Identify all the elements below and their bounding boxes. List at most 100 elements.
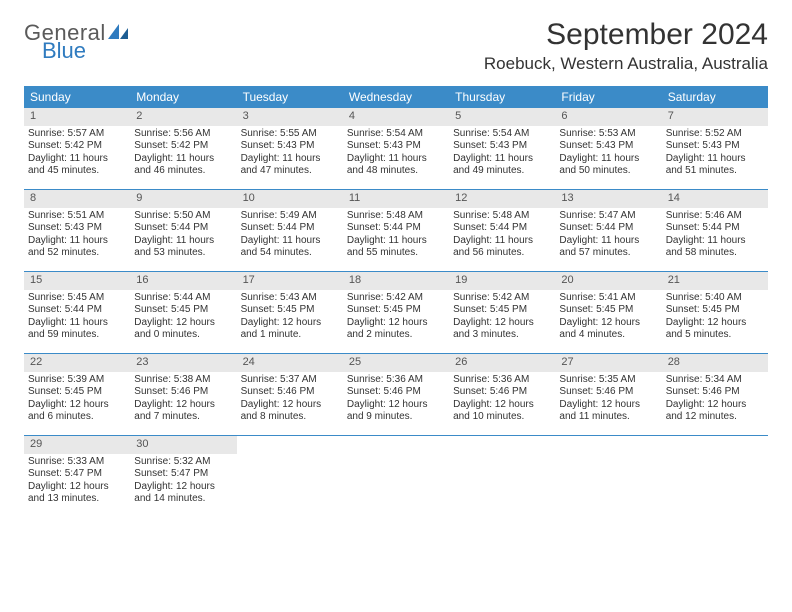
- sunrise: Sunrise: 5:35 AM: [559, 374, 657, 387]
- daylight: Daylight: 12 hours and 4 minutes.: [559, 317, 657, 342]
- dow-monday: Monday: [130, 86, 236, 108]
- calendar-day: 11Sunrise: 5:48 AMSunset: 5:44 PMDayligh…: [343, 190, 449, 271]
- calendar-day: 25Sunrise: 5:36 AMSunset: 5:46 PMDayligh…: [343, 354, 449, 435]
- sunrise: Sunrise: 5:33 AM: [28, 456, 126, 469]
- sunrise: Sunrise: 5:39 AM: [28, 374, 126, 387]
- day-number: 23: [130, 354, 236, 372]
- daylight: Daylight: 12 hours and 10 minutes.: [453, 399, 551, 424]
- calendar-day: 27Sunrise: 5:35 AMSunset: 5:46 PMDayligh…: [555, 354, 661, 435]
- day-number: 24: [237, 354, 343, 372]
- day-number: 17: [237, 272, 343, 290]
- sunrise: Sunrise: 5:44 AM: [134, 292, 232, 305]
- daylight: Daylight: 12 hours and 12 minutes.: [666, 399, 764, 424]
- sunset: Sunset: 5:43 PM: [453, 140, 551, 153]
- dow-sunday: Sunday: [24, 86, 130, 108]
- daylight: Daylight: 11 hours and 49 minutes.: [453, 153, 551, 178]
- daylight: Daylight: 11 hours and 48 minutes.: [347, 153, 445, 178]
- sunrise: Sunrise: 5:38 AM: [134, 374, 232, 387]
- sunset: Sunset: 5:46 PM: [559, 386, 657, 399]
- calendar-day: 16Sunrise: 5:44 AMSunset: 5:45 PMDayligh…: [130, 272, 236, 353]
- day-body: Sunrise: 5:47 AMSunset: 5:44 PMDaylight:…: [555, 208, 661, 266]
- daylight: Daylight: 11 hours and 55 minutes.: [347, 235, 445, 260]
- day-body: Sunrise: 5:53 AMSunset: 5:43 PMDaylight:…: [555, 126, 661, 184]
- day-body: Sunrise: 5:51 AMSunset: 5:43 PMDaylight:…: [24, 208, 130, 266]
- calendar-day: 20Sunrise: 5:41 AMSunset: 5:45 PMDayligh…: [555, 272, 661, 353]
- header: General Blue September 2024 Roebuck, Wes…: [24, 18, 768, 74]
- sunset: Sunset: 5:43 PM: [347, 140, 445, 153]
- sunrise: Sunrise: 5:57 AM: [28, 128, 126, 141]
- daylight: Daylight: 11 hours and 46 minutes.: [134, 153, 232, 178]
- day-number: 9: [130, 190, 236, 208]
- day-number: 10: [237, 190, 343, 208]
- daylight: Daylight: 12 hours and 9 minutes.: [347, 399, 445, 424]
- sunset: Sunset: 5:47 PM: [28, 468, 126, 481]
- sunrise: Sunrise: 5:48 AM: [453, 210, 551, 223]
- day-body: Sunrise: 5:45 AMSunset: 5:44 PMDaylight:…: [24, 290, 130, 348]
- day-number: 28: [662, 354, 768, 372]
- calendar-day: 6Sunrise: 5:53 AMSunset: 5:43 PMDaylight…: [555, 108, 661, 189]
- sunset: Sunset: 5:47 PM: [134, 468, 232, 481]
- day-body: Sunrise: 5:36 AMSunset: 5:46 PMDaylight:…: [343, 372, 449, 430]
- day-number: 7: [662, 108, 768, 126]
- week-row: 29Sunrise: 5:33 AMSunset: 5:47 PMDayligh…: [24, 436, 768, 518]
- daylight: Daylight: 12 hours and 0 minutes.: [134, 317, 232, 342]
- sunrise: Sunrise: 5:47 AM: [559, 210, 657, 223]
- day-body: Sunrise: 5:57 AMSunset: 5:42 PMDaylight:…: [24, 126, 130, 184]
- day-number: 3: [237, 108, 343, 126]
- calendar-day-empty: [343, 436, 449, 518]
- calendar-day: 9Sunrise: 5:50 AMSunset: 5:44 PMDaylight…: [130, 190, 236, 271]
- sunset: Sunset: 5:44 PM: [28, 304, 126, 317]
- sunset: Sunset: 5:43 PM: [666, 140, 764, 153]
- calendar-day: 22Sunrise: 5:39 AMSunset: 5:45 PMDayligh…: [24, 354, 130, 435]
- sunrise: Sunrise: 5:54 AM: [453, 128, 551, 141]
- day-body: Sunrise: 5:52 AMSunset: 5:43 PMDaylight:…: [662, 126, 768, 184]
- calendar-day: 30Sunrise: 5:32 AMSunset: 5:47 PMDayligh…: [130, 436, 236, 518]
- calendar-day: 24Sunrise: 5:37 AMSunset: 5:46 PMDayligh…: [237, 354, 343, 435]
- day-number: 13: [555, 190, 661, 208]
- day-number: 8: [24, 190, 130, 208]
- day-number: 4: [343, 108, 449, 126]
- calendar-day: 19Sunrise: 5:42 AMSunset: 5:45 PMDayligh…: [449, 272, 555, 353]
- logo: General Blue: [24, 18, 130, 62]
- day-number: 11: [343, 190, 449, 208]
- sunset: Sunset: 5:43 PM: [241, 140, 339, 153]
- calendar-day-empty: [449, 436, 555, 518]
- day-body: Sunrise: 5:37 AMSunset: 5:46 PMDaylight:…: [237, 372, 343, 430]
- calendar-day-empty: [662, 436, 768, 518]
- calendar-day: 10Sunrise: 5:49 AMSunset: 5:44 PMDayligh…: [237, 190, 343, 271]
- dow-tuesday: Tuesday: [237, 86, 343, 108]
- day-body: Sunrise: 5:49 AMSunset: 5:44 PMDaylight:…: [237, 208, 343, 266]
- daylight: Daylight: 11 hours and 53 minutes.: [134, 235, 232, 260]
- daylight: Daylight: 12 hours and 7 minutes.: [134, 399, 232, 424]
- sunrise: Sunrise: 5:51 AM: [28, 210, 126, 223]
- day-body: Sunrise: 5:56 AMSunset: 5:42 PMDaylight:…: [130, 126, 236, 184]
- sunrise: Sunrise: 5:36 AM: [347, 374, 445, 387]
- day-number: 16: [130, 272, 236, 290]
- sunrise: Sunrise: 5:42 AM: [453, 292, 551, 305]
- week-row: 1Sunrise: 5:57 AMSunset: 5:42 PMDaylight…: [24, 108, 768, 190]
- sunset: Sunset: 5:43 PM: [28, 222, 126, 235]
- day-body: Sunrise: 5:35 AMSunset: 5:46 PMDaylight:…: [555, 372, 661, 430]
- daylight: Daylight: 12 hours and 2 minutes.: [347, 317, 445, 342]
- day-number: 22: [24, 354, 130, 372]
- day-body: Sunrise: 5:48 AMSunset: 5:44 PMDaylight:…: [449, 208, 555, 266]
- sunrise: Sunrise: 5:56 AM: [134, 128, 232, 141]
- daylight: Daylight: 11 hours and 58 minutes.: [666, 235, 764, 260]
- daylight: Daylight: 11 hours and 59 minutes.: [28, 317, 126, 342]
- sunrise: Sunrise: 5:34 AM: [666, 374, 764, 387]
- day-body: Sunrise: 5:41 AMSunset: 5:45 PMDaylight:…: [555, 290, 661, 348]
- day-number: 30: [130, 436, 236, 454]
- sunrise: Sunrise: 5:46 AM: [666, 210, 764, 223]
- day-number: 25: [343, 354, 449, 372]
- sunset: Sunset: 5:46 PM: [134, 386, 232, 399]
- dow-thursday: Thursday: [449, 86, 555, 108]
- day-body: Sunrise: 5:46 AMSunset: 5:44 PMDaylight:…: [662, 208, 768, 266]
- daylight: Daylight: 11 hours and 54 minutes.: [241, 235, 339, 260]
- day-body: Sunrise: 5:36 AMSunset: 5:46 PMDaylight:…: [449, 372, 555, 430]
- day-number: 12: [449, 190, 555, 208]
- sunrise: Sunrise: 5:49 AM: [241, 210, 339, 223]
- month-title: September 2024: [484, 18, 768, 52]
- sunrise: Sunrise: 5:50 AM: [134, 210, 232, 223]
- title-block: September 2024 Roebuck, Western Australi…: [484, 18, 768, 74]
- day-body: Sunrise: 5:39 AMSunset: 5:45 PMDaylight:…: [24, 372, 130, 430]
